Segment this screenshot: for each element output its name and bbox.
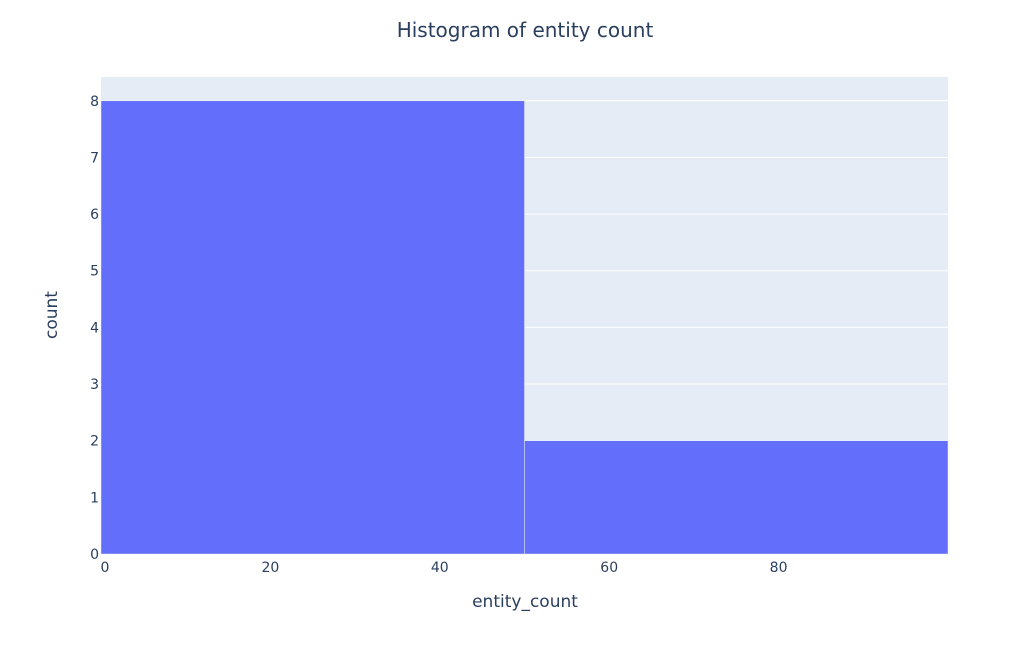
chart-title: Histogram of entity count — [397, 18, 654, 42]
y-axis-title: count — [42, 291, 62, 339]
y-tick-label: 8 — [90, 94, 99, 110]
x-axis-title: entity_count — [472, 592, 578, 612]
x-axis-ticks: 0 20 40 60 80 — [101, 560, 788, 576]
y-tick-label: 0 — [90, 547, 99, 563]
y-tick-label: 5 — [90, 264, 99, 280]
x-tick-label: 20 — [261, 560, 279, 576]
y-axis-ticks: 0 1 2 3 4 5 6 7 8 — [90, 94, 99, 563]
y-tick-label: 1 — [90, 490, 99, 506]
y-tick-label: 7 — [90, 150, 99, 166]
x-tick-label: 60 — [600, 560, 618, 576]
x-tick-label: 0 — [101, 560, 110, 576]
y-tick-label: 4 — [90, 320, 99, 336]
histogram-bar — [100, 100, 525, 555]
bars — [100, 100, 949, 555]
x-tick-label: 80 — [770, 560, 788, 576]
y-tick-label: 2 — [90, 434, 99, 450]
x-tick-label: 40 — [431, 560, 449, 576]
histogram-bar — [524, 440, 949, 555]
y-tick-label: 6 — [90, 207, 99, 223]
y-tick-label: 3 — [90, 377, 99, 393]
